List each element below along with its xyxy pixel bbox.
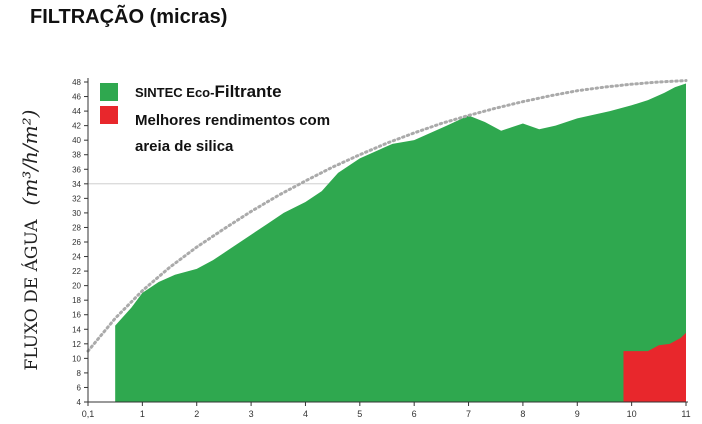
y-tick-label-7: 18: [72, 296, 81, 305]
dotted-curve: [86, 79, 688, 353]
x-tick-label-0: 0,1: [82, 409, 95, 419]
y-tick-label-20: 44: [72, 107, 81, 116]
legend-label-silica-line1: Melhores rendimentos com: [135, 112, 331, 129]
y-tick-label-14: 32: [72, 194, 81, 203]
x-tick-label-7: 7: [466, 409, 471, 419]
y-tick-label-22: 48: [72, 78, 81, 87]
y-tick-label-21: 46: [72, 93, 81, 102]
x-tick-label-6: 6: [412, 409, 417, 419]
y-tick-label-8: 20: [72, 282, 81, 291]
x-tick-label-8: 8: [520, 409, 525, 419]
area-series-0: [115, 83, 686, 403]
y-tick-label-2: 8: [77, 369, 82, 378]
legend-swatch-green: [100, 83, 118, 101]
y-tick-label-13: 30: [72, 209, 81, 218]
x-tick-label-4: 4: [303, 409, 308, 419]
y-tick-label-4: 12: [72, 340, 81, 349]
y-tick-label-5: 14: [72, 325, 81, 334]
legend-label-eco: SINTEC Eco-Filtrante: [135, 82, 282, 102]
legend-label-eco-small: SINTEC Eco-: [135, 85, 215, 100]
y-tick-label-0: 4: [77, 398, 82, 407]
y-tick-label-17: 38: [72, 151, 81, 160]
x-tick-label-10: 10: [627, 409, 637, 419]
y-tick-label-9: 22: [72, 267, 81, 276]
y-tick-label-16: 36: [72, 165, 81, 174]
legend-label-silica-line2: areia de silica: [135, 138, 234, 155]
area-series-1: [623, 332, 686, 402]
chart-title: FILTRAÇÃO (micras): [30, 6, 228, 28]
x-tick-label-11: 11: [681, 409, 690, 419]
x-tick-label-3: 3: [249, 409, 254, 419]
y-tick-label-3: 10: [72, 354, 81, 363]
y-tick-label-18: 40: [72, 136, 81, 145]
x-tick-label-2: 2: [194, 409, 199, 419]
y-tick-label-15: 34: [72, 180, 81, 189]
x-tick-label-1: 1: [140, 409, 145, 419]
legend-label-eco-big: Filtrante: [214, 82, 282, 101]
legend-swatch-red: [100, 106, 118, 124]
y-tick-label-12: 28: [72, 223, 81, 232]
x-tick-label-5: 5: [357, 409, 362, 419]
x-tick-label-9: 9: [575, 409, 580, 419]
y-tick-label-11: 26: [72, 238, 81, 247]
legend-label-silica: Melhores rendimentos com areia de silica: [135, 108, 330, 160]
y-tick-label-6: 16: [72, 311, 81, 320]
y-tick-label-19: 42: [72, 122, 81, 131]
y-tick-label-1: 6: [77, 383, 82, 392]
y-tick-label-10: 24: [72, 253, 81, 262]
